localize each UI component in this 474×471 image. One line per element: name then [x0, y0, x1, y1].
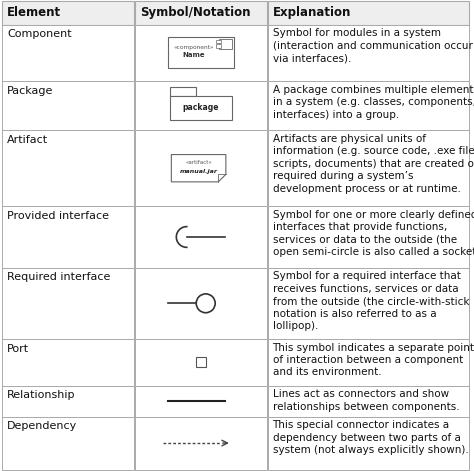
Text: Component: Component — [7, 29, 72, 39]
Bar — [135, 206, 267, 268]
Bar — [268, 339, 469, 386]
Bar — [2, 81, 134, 130]
Bar — [2, 339, 134, 386]
Text: Port: Port — [7, 344, 29, 354]
Text: This special connector indicates a
dependency between two parts of a
system (not: This special connector indicates a depen… — [273, 420, 468, 455]
Bar — [135, 1, 267, 24]
Bar — [170, 87, 196, 96]
Bar — [2, 268, 134, 339]
Bar — [268, 416, 469, 470]
Bar — [135, 81, 267, 130]
Bar — [196, 357, 206, 367]
Bar — [219, 39, 232, 49]
Bar — [135, 130, 267, 206]
Text: Symbol for one or more clearly defined
interfaces that provide functions,
servic: Symbol for one or more clearly defined i… — [273, 210, 474, 257]
Bar — [2, 386, 134, 416]
Bar — [2, 130, 134, 206]
Circle shape — [196, 294, 215, 313]
Text: package: package — [182, 104, 219, 113]
Bar — [2, 206, 134, 268]
Text: Symbol for modules in a system
(interaction and communication occur
via interfac: Symbol for modules in a system (interact… — [273, 28, 473, 63]
Bar — [268, 24, 469, 81]
Text: Symbol for a required interface that
receives functions, services or data
from t: Symbol for a required interface that rec… — [273, 271, 469, 331]
Bar — [2, 416, 134, 470]
Text: Artifacts are physical units of
information (e.g. source code, .exe files,
scrip: Artifacts are physical units of informat… — [273, 134, 474, 194]
Bar — [135, 268, 267, 339]
Text: Provided interface: Provided interface — [7, 211, 109, 221]
Text: «component»: «component» — [173, 45, 214, 49]
Bar — [268, 81, 469, 130]
Text: Explanation: Explanation — [273, 6, 351, 19]
Bar — [268, 130, 469, 206]
Bar — [135, 24, 267, 81]
Bar — [216, 40, 220, 43]
Bar — [135, 339, 267, 386]
Bar — [268, 206, 469, 268]
Text: This symbol indicates a separate point
of interaction between a component
and it: This symbol indicates a separate point o… — [273, 343, 474, 377]
Bar — [268, 268, 469, 339]
Bar — [216, 44, 220, 48]
Text: Element: Element — [7, 6, 61, 19]
Text: Lines act as connectors and show
relationships between components.: Lines act as connectors and show relatio… — [273, 390, 459, 412]
Bar — [2, 24, 134, 81]
Polygon shape — [172, 154, 226, 182]
Text: A package combines multiple elements
in a system (e.g. classes, components,
inte: A package combines multiple elements in … — [273, 85, 474, 120]
Bar — [135, 416, 267, 470]
Text: Required interface: Required interface — [7, 272, 110, 283]
Bar — [268, 386, 469, 416]
Text: Artifact: Artifact — [7, 135, 48, 145]
Bar — [2, 1, 134, 24]
Bar — [135, 386, 267, 416]
Text: Package: Package — [7, 86, 54, 96]
Text: manual.jar: manual.jar — [180, 169, 218, 173]
Text: Symbol/Notation: Symbol/Notation — [140, 6, 250, 19]
Bar — [268, 1, 469, 24]
Text: Relationship: Relationship — [7, 390, 76, 400]
Text: Name: Name — [182, 52, 205, 58]
Bar — [168, 38, 234, 68]
Bar — [170, 96, 232, 120]
Text: Dependency: Dependency — [7, 421, 77, 431]
Text: «artifact»: «artifact» — [185, 160, 212, 165]
